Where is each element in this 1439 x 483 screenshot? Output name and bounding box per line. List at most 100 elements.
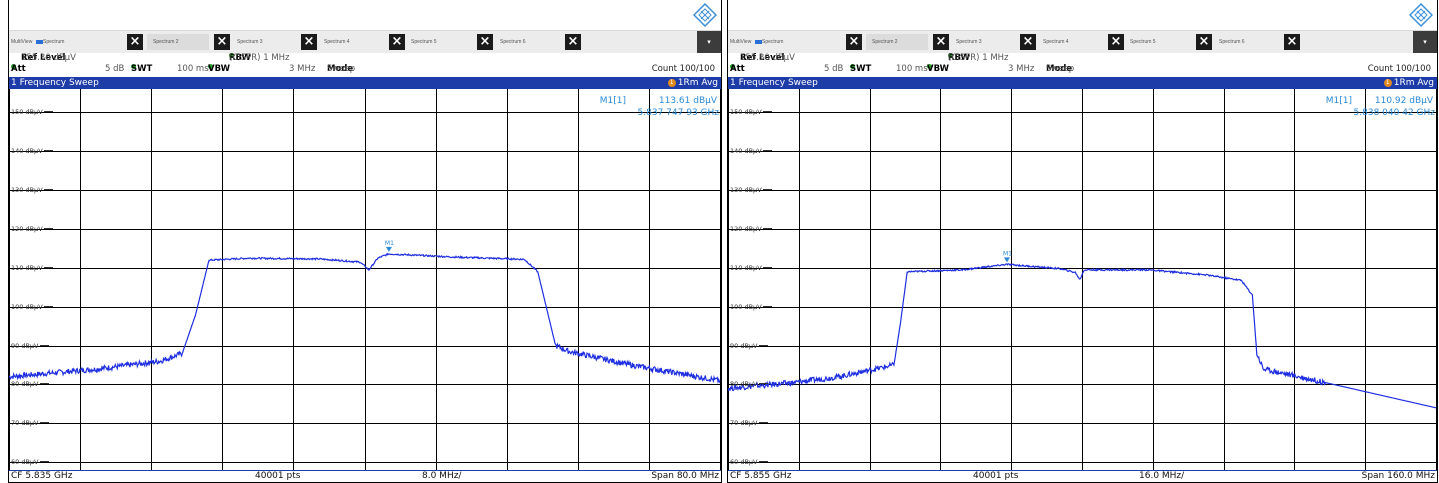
- tab-spectrum-3[interactable]: Spectrum 3: [237, 39, 263, 45]
- y-tick-label: 70 dBµV: [11, 419, 49, 427]
- marker-level: 113.61 dBµV: [658, 96, 717, 106]
- dropdown-icon[interactable]: ▾: [1413, 31, 1437, 53]
- y-tick-label: 90 dBµV: [730, 342, 768, 350]
- status-dot-icon: [850, 64, 855, 69]
- status-dot-icon: [131, 64, 136, 69]
- span-per-division: 16.0 MHz/: [1139, 471, 1185, 481]
- spectrum-trace-svg: M1: [9, 89, 721, 471]
- y-tick-label: 60 dBµV: [730, 458, 768, 466]
- vbw-value: 3 MHz: [289, 64, 316, 74]
- tab-spectrum[interactable]: Spectrum: [762, 39, 784, 45]
- trace-mode: 1 1Rm Avg: [667, 77, 718, 89]
- sweep-title: 1 Frequency Sweep: [11, 78, 99, 88]
- sweep-title-bar: 1 Frequency Sweep 1 1Rm Avg: [728, 77, 1437, 89]
- mode-label: Mode: [1046, 64, 1073, 74]
- y-tick-label: 90 dBµV: [11, 342, 49, 350]
- y-tick-label: 130 dBµV: [730, 186, 772, 194]
- close-icon[interactable]: ×: [214, 34, 230, 50]
- y-tick-label: 130 dBµV: [11, 186, 53, 194]
- status-dot-icon: [229, 53, 234, 58]
- ref-level-value: 155.30 dBµV: [21, 53, 76, 63]
- sweep-points: 40001 pts: [973, 471, 1019, 481]
- tab-spectrum-5[interactable]: Spectrum 5: [411, 39, 437, 45]
- tab-spectrum[interactable]: Spectrum: [43, 39, 65, 45]
- y-tick-label: 100 dBµV: [11, 303, 53, 311]
- close-icon[interactable]: ×: [1020, 34, 1036, 50]
- tab-spectrum-4[interactable]: Spectrum 4: [1043, 39, 1069, 45]
- ref-level-label: Ref Level: [21, 53, 66, 63]
- close-icon[interactable]: ×: [1196, 34, 1212, 50]
- mode-label: Mode: [327, 64, 354, 74]
- marker-triangle-icon[interactable]: [385, 246, 392, 252]
- sweep-points: 40001 pts: [255, 471, 301, 481]
- status-dot-icon: [948, 53, 953, 58]
- tab-spectrum-2[interactable]: Spectrum 2: [147, 34, 209, 50]
- close-icon[interactable]: ×: [1108, 34, 1124, 50]
- close-icon[interactable]: ×: [933, 34, 949, 50]
- ref-level-value: 155.80 dBµV: [740, 53, 795, 63]
- y-tick-label: 120 dBµV: [730, 225, 772, 233]
- tab-multiview[interactable]: MultiView: [11, 34, 46, 50]
- close-icon[interactable]: ×: [301, 34, 317, 50]
- marker-level: 110.92 dBµV: [1374, 96, 1433, 106]
- y-tick-label: 150 dBµV: [730, 108, 772, 116]
- settings-row-2: Att 5 dB SWT 100 ms VBW 3 MHz Mode Sweep…: [728, 64, 1437, 76]
- trace-mode: 1 1Rm Avg: [1383, 77, 1434, 89]
- tab-spectrum-6[interactable]: Spectrum 6: [1219, 39, 1245, 45]
- settings-row-2: Att 5 dB SWT 100 ms VBW 3 MHz Mode Sweep…: [9, 64, 721, 76]
- swt-label: SWT: [131, 64, 153, 74]
- marker-frequency: 5.837 747 93 GHz: [637, 108, 719, 118]
- rs-logo-icon: [693, 3, 717, 27]
- y-tick-label: 140 dBµV: [730, 147, 772, 155]
- sweep-count: Count 100/100: [1367, 64, 1431, 74]
- swt-label: SWT: [850, 64, 872, 74]
- rbw-label: RBW: [229, 53, 251, 63]
- y-tick-label: 150 dBµV: [11, 108, 53, 116]
- tab-spectrum-3[interactable]: Spectrum 3: [956, 39, 982, 45]
- dropdown-icon[interactable]: ▾: [697, 31, 721, 53]
- y-tick-label: 110 dBµV: [730, 264, 772, 272]
- rbw-value: (CISPR) 1 MHz: [229, 53, 290, 63]
- swt-value: 100 ms: [177, 64, 209, 74]
- settings-row-1: Ref Level 155.80 dBµV RBW (CISPR) 1 MHz: [728, 53, 1437, 64]
- status-dot-icon: [11, 64, 16, 69]
- close-icon[interactable]: ×: [846, 34, 862, 50]
- vbw-label: VBW: [208, 64, 230, 74]
- center-frequency: CF 5.835 GHz: [11, 471, 73, 481]
- trace-number-badge: 1: [667, 78, 676, 87]
- close-icon[interactable]: ×: [127, 34, 143, 50]
- title-strip: [728, 0, 1437, 30]
- sweep-count: Count 100/100: [651, 64, 715, 74]
- vbw-label: VBW: [927, 64, 949, 74]
- tab-spectrum-4[interactable]: Spectrum 4: [324, 39, 350, 45]
- tab-spectrum-6[interactable]: Spectrum 6: [500, 39, 526, 45]
- close-icon[interactable]: ×: [389, 34, 405, 50]
- close-icon[interactable]: ×: [477, 34, 493, 50]
- spectrum-panel-right: MultiView Spectrum × Spectrum 2 × Spectr…: [727, 0, 1438, 483]
- y-tick-label: 80 dBµV: [730, 380, 768, 388]
- att-label: Att: [11, 64, 26, 74]
- close-icon[interactable]: ×: [1284, 34, 1300, 50]
- spectrum-plot[interactable]: M1 M1[1] 113.61 dBµV 5.837 747 93 GHz 15…: [9, 89, 721, 471]
- close-icon[interactable]: ×: [565, 34, 581, 50]
- marker-name: M1[1]: [1325, 96, 1352, 106]
- multiview-icon: [755, 39, 763, 44]
- settings-row-1: Ref Level 155.30 dBµV RBW (CISPR) 1 MHz: [9, 53, 721, 64]
- tab-spectrum-5[interactable]: Spectrum 5: [1130, 39, 1156, 45]
- status-dot-icon: [730, 64, 735, 69]
- att-value: 5 dB: [105, 64, 125, 74]
- tab-spectrum-2[interactable]: Spectrum 2: [866, 34, 928, 50]
- spectrum-plot[interactable]: M1 M1[1] 110.92 dBµV 5.838 040 42 GHz 15…: [728, 89, 1437, 471]
- tab-multiview[interactable]: MultiView: [730, 34, 765, 50]
- rbw-label: RBW: [948, 53, 970, 63]
- swt-value: 100 ms: [896, 64, 928, 74]
- marker-triangle-icon[interactable]: [1003, 257, 1010, 263]
- trace-number-badge: 1: [1383, 78, 1392, 87]
- window-tab-bar: MultiView Spectrum × Spectrum 2 × Spectr…: [728, 30, 1437, 53]
- ref-level-label: Ref Level: [740, 53, 785, 63]
- span: Span 80.0 MHz: [651, 471, 719, 481]
- rs-logo-icon: [1409, 3, 1433, 27]
- title-strip: [9, 0, 721, 30]
- y-tick-label: 120 dBµV: [11, 225, 53, 233]
- att-label: Att: [730, 64, 745, 74]
